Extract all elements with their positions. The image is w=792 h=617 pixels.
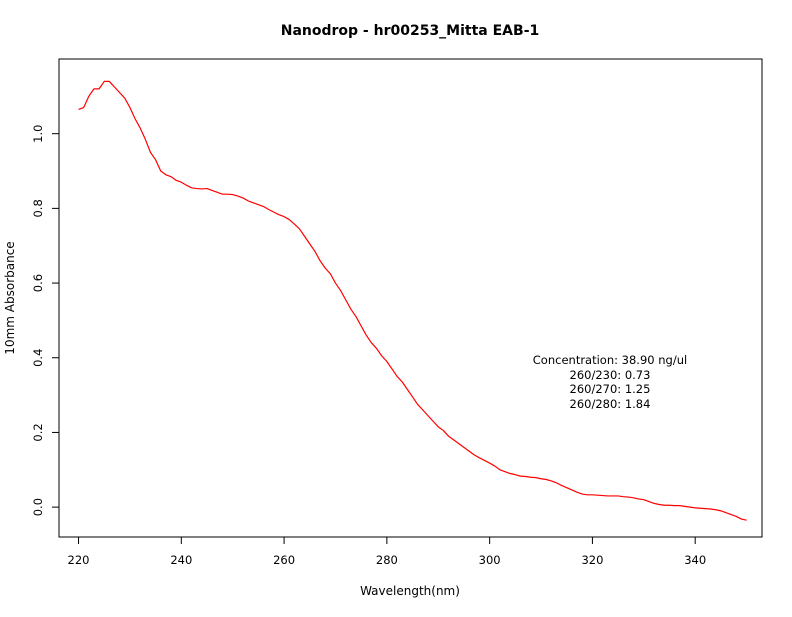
y-tick-label: 0.2: [31, 423, 45, 441]
x-tick-label: 340: [684, 553, 706, 567]
x-tick-label: 320: [581, 553, 603, 567]
y-tick-label: 0.0: [31, 498, 45, 516]
x-axis: 220 240 260 280 300 320 340: [68, 536, 706, 567]
stats-annotation: Concentration: 38.90 ng/ul 260/230: 0.73…: [533, 353, 687, 411]
y-tick-label: 0.6: [31, 274, 45, 292]
x-tick-label: 300: [479, 553, 501, 567]
x-tick-label: 220: [68, 553, 90, 567]
y-tick-label: 0.8: [31, 199, 45, 217]
annotation-concentration: Concentration: 38.90 ng/ul: [533, 353, 687, 367]
annotation-260-280: 260/280: 1.84: [570, 397, 651, 411]
absorbance-series-line: [78, 80, 747, 521]
annotation-260-270: 260/270: 1.25: [570, 382, 651, 396]
x-tick-label: 260: [273, 553, 295, 567]
x-tick-label: 240: [170, 553, 192, 567]
x-tick-label: 280: [376, 553, 398, 567]
annotation-260-230: 260/230: 0.73: [570, 368, 651, 382]
y-axis-label: 10mm Absorbance: [3, 241, 17, 354]
y-axis: 0.0 0.2 0.4 0.6 0.8 1.0: [31, 125, 60, 516]
plot-frame: [58, 58, 763, 538]
y-tick-label: 0.4: [31, 349, 45, 367]
y-tick-label: 1.0: [31, 125, 45, 143]
chart-title: Nanodrop - hr00253_Mitta EAB-1: [281, 23, 540, 39]
x-axis-label: Wavelength(nm): [360, 584, 460, 598]
